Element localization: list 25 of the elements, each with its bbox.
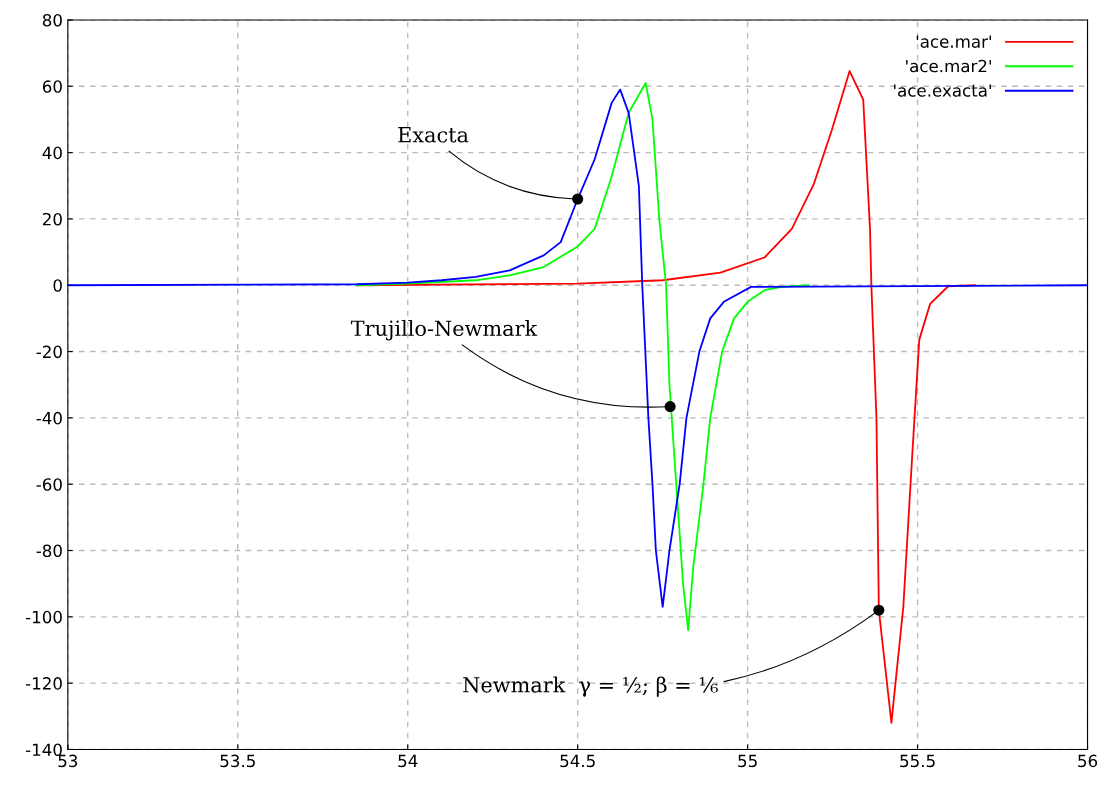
x-tick-label: 55 [738, 754, 757, 768]
y-tick-label: -20 [36, 345, 62, 359]
x-tick-label: 53 [58, 754, 78, 768]
legend-label: 'ace.mar' [916, 35, 991, 48]
legend-label: 'ace.exacta' [894, 84, 991, 97]
x-tick-label: 55.5 [900, 754, 935, 768]
y-tick-label: -40 [36, 411, 62, 425]
y-tick-label: 20 [42, 212, 62, 226]
annotation: Newmark γ = ½; β = ⅙ [463, 676, 718, 697]
legend-label: 'ace.mar2' [906, 59, 991, 73]
x-tick-label: 53.5 [220, 754, 255, 768]
y-tick-label: -140 [25, 743, 62, 757]
y-tick-label: 80 [42, 13, 62, 27]
annotation: Trujillo-Newmark [350, 319, 538, 341]
y-tick-label: -100 [25, 610, 62, 624]
y-tick-label: 60 [42, 80, 62, 93]
y-tick-label: 0 [53, 279, 62, 292]
y-tick-label: 40 [42, 146, 62, 160]
x-tick-label: 54.5 [560, 754, 595, 768]
x-tick-label: 56 [1078, 754, 1098, 768]
y-tick-label: -120 [25, 677, 62, 690]
y-tick-label: -80 [36, 544, 62, 558]
x-tick-label: 54 [398, 754, 418, 768]
y-tick-label: -60 [36, 478, 62, 491]
annotation: Exacta [398, 127, 469, 143]
